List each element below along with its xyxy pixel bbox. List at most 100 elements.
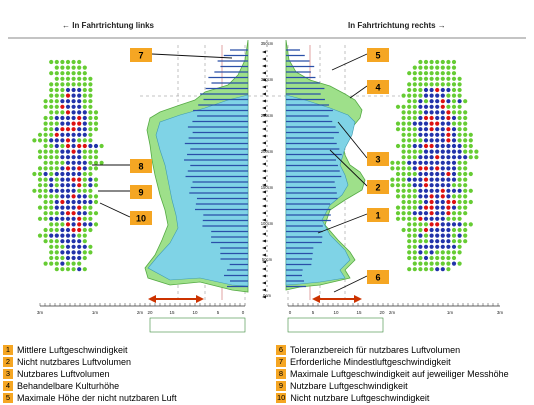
right-plant-dot — [423, 166, 429, 171]
right-plant-dot — [412, 160, 417, 165]
right-plant-dot — [468, 188, 473, 193]
legend-text: Erforderliche Mindestluftgeschwindigkeit — [290, 356, 451, 367]
left-plant-dot — [54, 199, 59, 205]
right-plant-dot — [390, 160, 395, 165]
callout-leader — [329, 149, 368, 187]
right-plant-dot — [407, 121, 412, 126]
right-plant-dot — [440, 250, 445, 255]
left-plant-dot — [88, 110, 93, 115]
right-plant-dot — [418, 132, 423, 137]
right-plant-dot — [407, 205, 412, 210]
right-plant-dot — [440, 132, 445, 137]
right-plant-dot — [440, 138, 445, 143]
left-plant-dot — [49, 59, 54, 65]
left-plant-dot — [49, 250, 54, 255]
right-plant-dot — [463, 205, 468, 210]
left-plant-dot — [49, 177, 54, 182]
right-plant-dot — [390, 177, 395, 182]
right-plant-dot — [429, 183, 434, 188]
right-plant-dot — [418, 110, 423, 115]
left-plant-dot — [88, 171, 93, 177]
center-tick-arrow — [262, 64, 266, 68]
left-plant-dot — [65, 261, 71, 266]
left-plant-dot — [54, 183, 59, 188]
callout-number: 5 — [375, 51, 380, 61]
right-plant-dot — [418, 166, 423, 171]
left-plant-dot — [88, 199, 93, 205]
right-plant-dot — [474, 149, 479, 154]
left-usable-air-volume — [147, 94, 249, 287]
left-plant-dot — [77, 76, 82, 81]
right-plant-dot — [463, 239, 468, 244]
right-plant-dot — [412, 87, 417, 93]
left-plant-dot — [88, 99, 93, 104]
left-plant-dot — [88, 227, 93, 233]
left-plant-dot — [54, 255, 59, 261]
right-plant-dot — [390, 166, 395, 171]
left-plant-dot — [60, 188, 65, 193]
right-plant-dot — [423, 177, 429, 182]
right-plant-dot — [451, 194, 457, 199]
center-tick-arrow — [262, 288, 266, 292]
left-plant-dot — [71, 166, 76, 171]
right-plant-dot — [429, 261, 434, 266]
legend-number: 1 — [3, 344, 13, 355]
left-plant-dot — [43, 233, 48, 238]
right-plant-dot — [446, 149, 451, 154]
right-plant-dot — [401, 138, 406, 143]
right-plant-dot — [457, 115, 462, 121]
right-plant-dot — [412, 211, 417, 216]
right-plant-dot — [446, 205, 451, 210]
right-plant-dot — [401, 110, 406, 115]
left-plant-dots — [32, 59, 104, 272]
left-plant-dot — [93, 121, 99, 126]
right-plant-dot — [423, 59, 429, 65]
right-plant-dot — [463, 155, 468, 160]
right-plant-dot — [412, 143, 417, 149]
right-plant-dot — [457, 127, 462, 132]
right-plant-dot — [457, 143, 462, 149]
right-plant-dot — [446, 110, 451, 115]
right-plant-dot — [435, 155, 440, 160]
right-plant-dot — [395, 104, 401, 109]
left-plant-dot — [54, 188, 59, 193]
left-plant-dot — [71, 115, 76, 121]
right-plant-dot — [435, 82, 440, 87]
right-plant-dot — [423, 194, 429, 199]
right-plant-dot — [418, 93, 423, 98]
left-plant-dot — [54, 132, 59, 137]
right-plant-dot — [457, 216, 462, 221]
right-plant-dot — [446, 82, 451, 87]
right-plant-dot — [429, 267, 434, 272]
left-scale-box — [149, 317, 246, 333]
left-plant-dot — [49, 233, 54, 238]
left-plant-dot — [60, 211, 65, 216]
right-plant-dot — [423, 104, 429, 109]
left-plant-dot — [65, 121, 71, 126]
center-tick-arrow — [262, 113, 266, 117]
right-plant-dot — [451, 132, 457, 137]
right-plant-dot — [435, 76, 440, 81]
right-plant-dot — [440, 104, 445, 109]
center-tick-arrow — [262, 127, 266, 131]
right-plant-dot — [457, 160, 462, 165]
axis-tick-label: 1m — [447, 310, 454, 315]
right-plant-dot — [440, 171, 445, 177]
left-plant-dot — [49, 261, 54, 266]
right-plant-dot — [412, 132, 417, 137]
legend-item: 3 Nutzbares Luftvolumen — [3, 368, 273, 379]
right-plant-dot — [429, 76, 434, 81]
right-plant-dot — [401, 205, 406, 210]
left-plant-dot — [82, 244, 87, 249]
right-plant-dot — [435, 199, 440, 205]
right-plant-dot — [463, 132, 468, 137]
right-plant-dot — [429, 99, 434, 104]
left-plant-dot — [37, 138, 43, 143]
right-plant-dot — [418, 104, 423, 109]
right-plant-dot — [407, 267, 412, 272]
left-plant-dot — [49, 171, 54, 177]
right-plant-dot — [446, 87, 451, 93]
right-plant-dot — [463, 171, 468, 177]
right-plant-dot — [451, 250, 457, 255]
left-plant-dot — [77, 71, 82, 76]
